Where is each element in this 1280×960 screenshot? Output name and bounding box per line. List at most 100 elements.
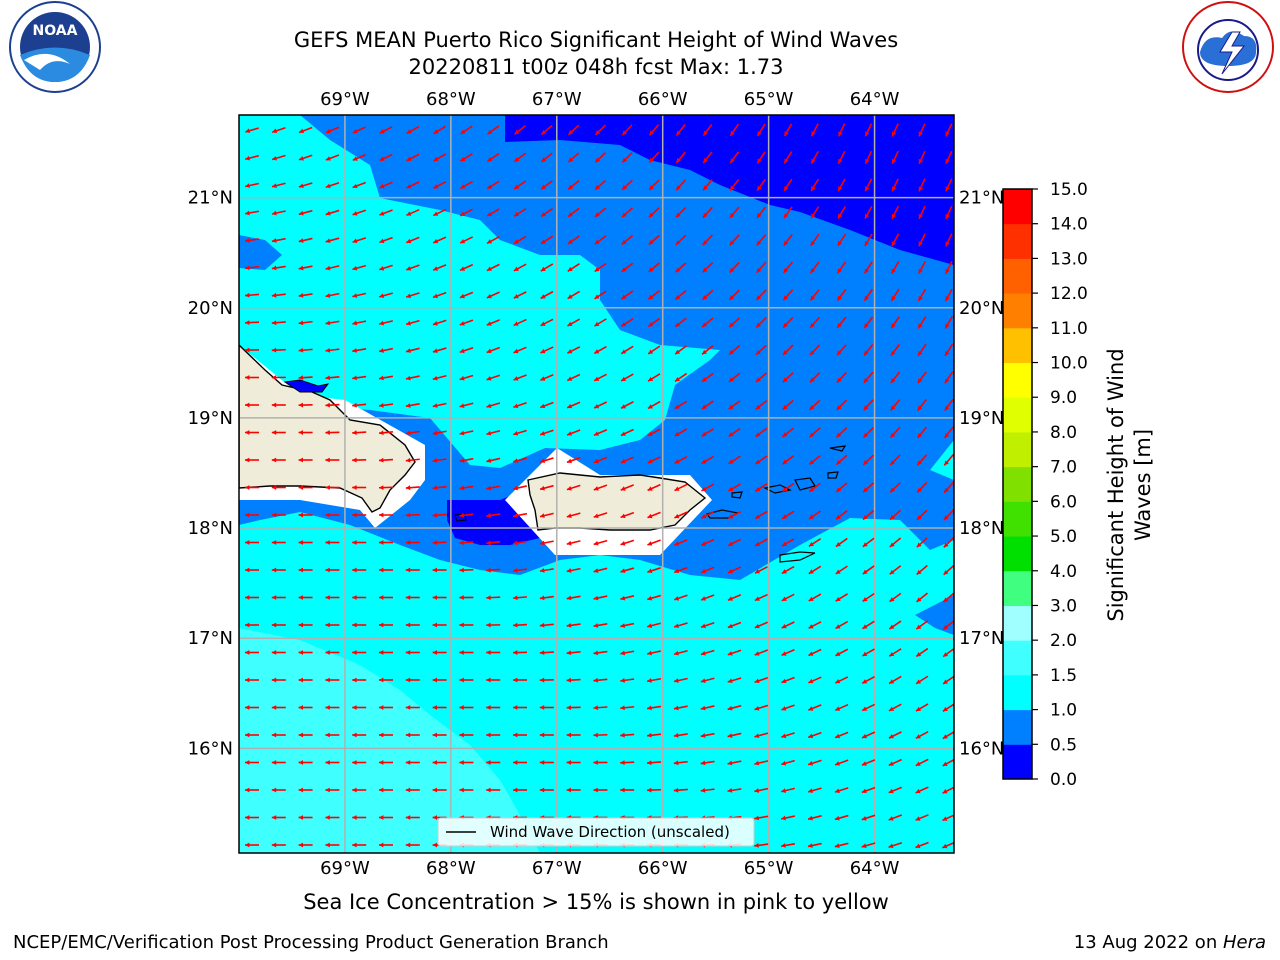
wave-direction-arrow — [459, 457, 474, 463]
wave-direction-arrow — [837, 123, 846, 137]
map-frame — [238, 114, 955, 854]
wave-direction-arrow — [567, 235, 580, 245]
wave-direction-arrow — [674, 289, 687, 301]
wave-direction-arrow — [810, 123, 819, 137]
wave-direction-arrow — [673, 733, 688, 738]
wave-direction-arrow — [487, 125, 500, 135]
wave-direction-arrow — [944, 288, 953, 302]
wave-direction-arrow — [405, 705, 420, 710]
wave-direction-arrow — [781, 455, 795, 465]
wave-direction-arrow — [379, 595, 393, 600]
wave-direction-arrow — [781, 621, 795, 629]
wave-direction-arrow — [647, 317, 661, 328]
lon-label-bottom: 67°W — [532, 858, 582, 879]
wave-direction-arrow — [942, 675, 954, 685]
wave-direction-arrow — [781, 538, 795, 547]
wave-direction-arrow — [540, 235, 554, 245]
wave-direction-arrow — [352, 348, 367, 353]
wave-direction-arrow — [566, 373, 581, 382]
wave-direction-arrow — [943, 509, 954, 521]
wave-direction-arrow — [513, 291, 527, 299]
wave-direction-arrow — [432, 760, 447, 765]
wave-direction-arrow — [593, 539, 608, 546]
wave-direction-arrow — [379, 705, 393, 710]
wave-direction-arrow — [245, 485, 259, 490]
wave-direction-arrow — [245, 457, 259, 463]
wave-direction-arrow — [298, 650, 313, 655]
wave-direction-arrow — [298, 787, 313, 793]
wave-direction-arrow — [539, 760, 554, 765]
wave-direction-arrow — [567, 318, 581, 327]
wave-direction-arrow — [808, 427, 821, 438]
wave-direction-arrow — [621, 124, 633, 136]
wave-direction-arrow — [593, 484, 608, 491]
wave-direction-arrow — [244, 347, 260, 353]
colorbar-swatch — [1003, 258, 1032, 294]
wave-direction-arrow — [648, 124, 660, 136]
lon-label-bottom: 66°W — [638, 858, 688, 879]
wave-direction-arrow — [271, 347, 286, 353]
wave-direction-arrow — [486, 291, 500, 299]
colorbar-tick-label: 11.0 — [1050, 319, 1088, 339]
wave-direction-arrow — [647, 594, 661, 601]
wave-direction-arrow — [379, 209, 393, 216]
wave-direction-arrow — [325, 705, 340, 710]
wave-direction-arrow — [700, 622, 715, 629]
wave-direction-arrow — [808, 482, 821, 493]
wave-direction-arrow — [647, 567, 661, 574]
colorbar-swatch — [1003, 501, 1032, 537]
colorbar-tick-label: 6.0 — [1050, 492, 1077, 512]
wave-direction-arrow — [727, 677, 742, 684]
wave-direction-arrow — [405, 787, 420, 793]
wave-direction-arrow — [891, 150, 899, 165]
wave-direction-arrow — [271, 485, 286, 490]
wave-direction-arrow — [861, 676, 875, 684]
wave-direction-arrow — [325, 265, 340, 271]
wave-direction-arrow — [459, 236, 474, 244]
wave-direction-arrow — [245, 732, 259, 738]
wave-direction-arrow — [379, 292, 393, 299]
wave-direction-arrow — [620, 317, 634, 328]
wave-direction-arrow — [405, 430, 420, 436]
wave-direction-arrow — [459, 374, 474, 381]
wave-direction-arrow — [700, 677, 715, 683]
wave-direction-arrow — [862, 454, 875, 466]
wave-direction-arrow — [405, 760, 420, 765]
wave-direction-arrow — [754, 760, 769, 766]
wave-direction-arrow — [405, 512, 420, 518]
wave-direction-arrow — [888, 731, 902, 739]
wave-direction-arrow — [700, 594, 715, 601]
wave-direction-arrow — [915, 814, 929, 821]
wave-direction-arrow — [808, 593, 822, 602]
wave-direction-arrow — [915, 841, 929, 849]
wave-direction-arrow — [271, 182, 286, 188]
wave-direction-arrow — [593, 318, 607, 327]
wave-direction-arrow — [593, 567, 608, 573]
wave-direction-arrow — [864, 123, 873, 137]
wave-direction-arrow — [942, 841, 954, 849]
wave-direction-arrow — [459, 485, 474, 491]
graticule — [239, 115, 954, 853]
culebra-island — [731, 491, 743, 499]
colorbar-frame — [1002, 188, 1033, 780]
wave-direction-arrow — [647, 345, 661, 355]
wave-direction-arrow — [432, 512, 447, 518]
lon-label-bottom: 69°W — [320, 858, 370, 879]
wave-direction-arrow — [245, 705, 259, 710]
wave-direction-arrow — [566, 429, 581, 436]
wave-direction-arrow — [432, 347, 447, 354]
wave-direction-arrow — [460, 153, 473, 162]
wave-direction-arrow — [810, 233, 820, 247]
wave-direction-arrow — [754, 566, 768, 574]
wave-direction-arrow — [888, 842, 903, 849]
wave-direction-arrow — [944, 371, 954, 384]
wave-direction-arrow — [271, 622, 286, 628]
wave-direction-arrow — [835, 427, 848, 438]
wave-direction-arrow — [325, 595, 340, 600]
wave-direction-arrow — [863, 316, 874, 329]
wave-direction-arrow — [432, 208, 447, 217]
colorbar-tick-label: 12.0 — [1050, 284, 1088, 304]
wave-direction-arrow — [459, 760, 474, 765]
arrow-legend: Wind Wave Direction (unscaled) — [437, 817, 755, 847]
